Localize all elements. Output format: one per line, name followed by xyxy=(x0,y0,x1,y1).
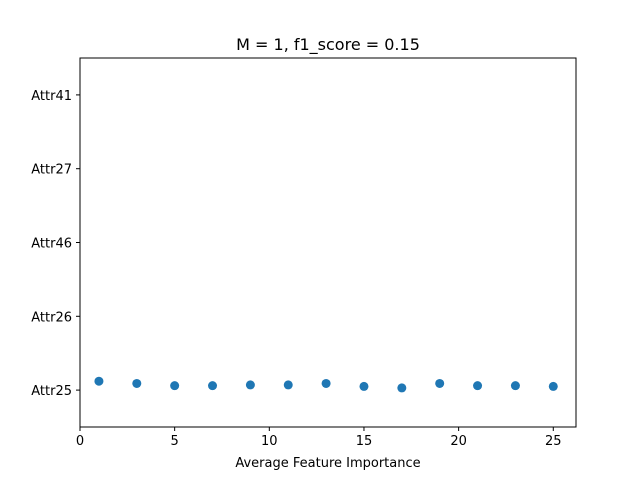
y-axis-ticks: Attr25 Attr26 Attr46 Attr27 Attr41 xyxy=(31,89,80,399)
plot-area-frame xyxy=(79,57,577,428)
x-tick-label: 10 xyxy=(261,434,278,449)
x-tick-label: 20 xyxy=(450,434,467,449)
y-tick-label: Attr26 xyxy=(31,310,72,325)
data-point xyxy=(435,378,445,388)
data-point xyxy=(132,378,142,388)
data-point xyxy=(283,380,293,390)
data-point xyxy=(510,381,520,391)
y-tick-label: Attr41 xyxy=(31,89,72,104)
data-point xyxy=(245,380,255,390)
y-tick-label: Attr25 xyxy=(31,384,72,399)
x-tick-label: 5 xyxy=(171,434,179,449)
y-tick-label: Attr27 xyxy=(31,163,72,178)
x-tick-label: 0 xyxy=(76,434,84,449)
x-tick-label: 15 xyxy=(356,434,373,449)
data-point xyxy=(397,383,407,393)
y-tick-label: Attr46 xyxy=(31,237,72,252)
x-axis-label: Average Feature Importance xyxy=(235,456,420,471)
x-axis-ticks: 0 5 10 15 20 25 xyxy=(76,427,562,449)
data-point xyxy=(170,381,180,391)
data-point xyxy=(94,376,104,386)
data-point xyxy=(208,381,218,391)
data-points xyxy=(94,376,558,393)
data-point xyxy=(473,381,483,391)
data-point xyxy=(321,378,331,388)
x-tick-label: 25 xyxy=(545,434,562,449)
data-point xyxy=(359,381,369,391)
data-point xyxy=(548,381,558,391)
chart-title: M = 1, f1_score = 0.15 xyxy=(236,35,420,55)
